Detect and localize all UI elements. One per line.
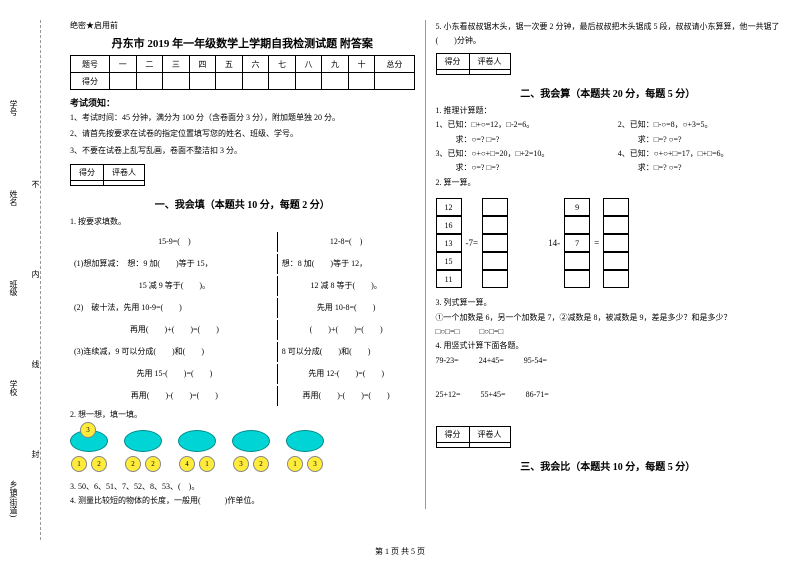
q1-label: 1. 按要求填数。 [70, 215, 415, 229]
right-op: 14- [548, 238, 560, 248]
notice-item: 3、不要在试卷上乱写乱画，卷面不整洁扣 3 分。 [70, 144, 415, 158]
reasoning-row: 1、已知：□+○=12，□-2=6。求：○=? □=? 2、已知：□-○=8，○… [436, 118, 781, 147]
left-column: 绝密★启用前 丹东市 2019 年一年级数学上学期自我检测试题 附答案 题号 一… [60, 20, 426, 509]
exam-title: 丹东市 2019 年一年级数学上学期自我检测试题 附答案 [70, 35, 415, 51]
seal-mark: 不 [30, 180, 41, 188]
grader-box: 得分 评卷人 [436, 53, 511, 75]
right-result [603, 198, 629, 288]
left-result [482, 198, 508, 288]
seal-mark: 内 [30, 270, 41, 278]
page-footer: 第 1 页 共 5 页 [0, 546, 800, 557]
q1-split: 15-9=( )12-8=( ) (1)想加算减： 想：9 加( )等于 15，… [70, 230, 415, 408]
reasoning-row: 3、已知：○+○+□=20，□+2=10。求：○=? □=? 4、已知：○+○+… [436, 147, 781, 176]
calc-row: 25+12= 55+45= 86-71= [436, 388, 781, 402]
equals-op: = [594, 238, 599, 248]
eq-row: □○□=□ □○□=□ [436, 325, 781, 339]
notice-title: 考试须知： [70, 96, 415, 109]
q3-label: 3. 50、6、51、7、52、8、53、( )。 [70, 480, 415, 494]
calc-row: 79-23= 24+45= 95-54= [436, 354, 781, 368]
page-content: 绝密★启用前 丹东市 2019 年一年级数学上学期自我检测试题 附答案 题号 一… [0, 0, 800, 519]
top-circle: 3 [80, 422, 96, 438]
score-header-row: 题号 一 二 三 四 五 六 七 八 九 十 总分 [71, 56, 415, 73]
notice-item: 2、请首先按要求在试卷的指定位置填写您的姓名、班级、学号。 [70, 127, 415, 141]
score-table: 题号 一 二 三 四 五 六 七 八 九 十 总分 得分 [70, 55, 415, 90]
right-column: 5. 小东看叔叔锯木头，锯一次要 2 分钟，最后叔叔把木头锯成 5 段，叔叔请小… [426, 20, 791, 509]
grader-box: 得分 评卷人 [436, 426, 511, 448]
minus-op: -7= [466, 238, 479, 248]
grader-box: 得分 评卷人 [70, 164, 145, 186]
score-value-row: 得分 [71, 73, 415, 90]
section-3-title: 三、我会比（本题共 10 分，每题 5 分） [436, 458, 781, 473]
oval-item: 32 [232, 430, 270, 472]
oval-item: 41 [178, 430, 216, 472]
oval-shape [178, 430, 216, 452]
seal-mark: 封 [30, 450, 41, 458]
oval-shape [124, 430, 162, 452]
s2-q2: 2. 算一算。 [436, 176, 781, 190]
q4-label: 4. 测量比较短的物体的长度，一般用( )作单位。 [70, 494, 415, 508]
right-stack: 9 7 [564, 198, 590, 288]
q2-label: 2. 想一想，填一填。 [70, 408, 415, 422]
q5-label: 5. 小东看叔叔锯木头，锯一次要 2 分钟，最后叔叔把木头锯成 5 段，叔叔请小… [436, 20, 781, 49]
oval-diagram: 3 12 22 41 32 13 [70, 430, 415, 472]
secret-label: 绝密★启用前 [70, 20, 415, 31]
fold-line [40, 20, 41, 540]
margin-label: 学号 [8, 100, 19, 116]
section-2-title: 二、我会算（本题共 20 分，每题 5 分） [436, 85, 781, 100]
s2-q4: 4. 用竖式计算下面各题。 [436, 339, 781, 353]
s2-q3a: ①一个加数是 6，另一个加数是 7，②减数是 8，被减数是 9，差是多少？和是多… [436, 311, 781, 325]
oval-shape [232, 430, 270, 452]
margin-label: 班级 [8, 280, 19, 296]
oval-item: 3 12 [70, 430, 108, 472]
section-1-title: 一、我会填（本题共 10 分，每题 2 分） [70, 196, 415, 211]
calc-diagram: 12 16 13 15 11 -7= 14- 9 [436, 198, 781, 288]
margin-label: 学校 [8, 380, 19, 396]
margin-label: 乡镇(街道) [8, 480, 19, 517]
oval-shape [286, 430, 324, 452]
oval-item: 22 [124, 430, 162, 472]
left-stack: 12 16 13 15 11 [436, 198, 462, 288]
oval-item: 13 [286, 430, 324, 472]
notice-item: 1、考试时间：45 分钟，满分为 100 分（含卷面分 3 分），附加题单独 2… [70, 111, 415, 125]
seal-mark: 线 [30, 360, 41, 368]
binding-margin: 乡镇(街道) 学校 班级 姓名 学号 封 线 内 不 [0, 0, 50, 565]
margin-label: 姓名 [8, 190, 19, 206]
s2-q3: 3. 列式算一算。 [436, 296, 781, 310]
s2-q1: 1. 推理计算题： [436, 104, 781, 118]
